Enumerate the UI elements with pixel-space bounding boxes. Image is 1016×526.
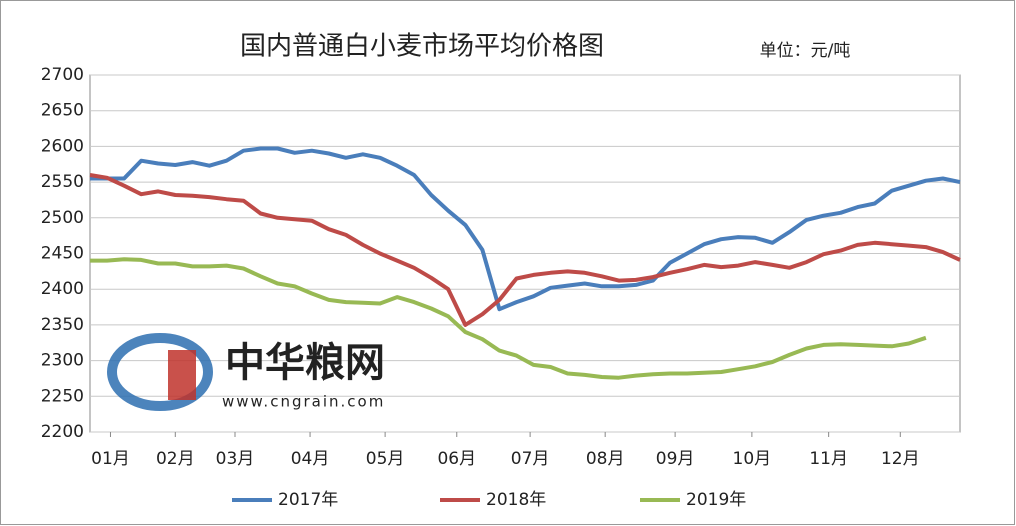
x-tick-label: 08月 (586, 449, 625, 469)
x-tick-label: 03月 (216, 449, 255, 469)
x-tick-label: 01月 (91, 449, 130, 469)
legend-label: 2018年 (486, 490, 546, 510)
y-tick-label: 2700 (41, 65, 84, 85)
y-tick-label: 2200 (41, 422, 84, 442)
y-tick-label: 2400 (41, 279, 84, 299)
unit-label: 单位：元/吨 (760, 41, 851, 61)
y-tick-label: 2300 (41, 351, 84, 371)
x-tick-label: 10月 (733, 449, 772, 469)
x-tick-label: 04月 (291, 449, 330, 469)
x-tick-label: 11月 (809, 449, 848, 469)
y-tick-label: 2250 (41, 386, 84, 406)
x-tick-label: 07月 (511, 449, 550, 469)
x-tick-label: 05月 (366, 449, 405, 469)
legend-label: 2019年 (686, 490, 746, 510)
legend-label: 2017年 (278, 490, 338, 510)
x-tick-label: 06月 (437, 449, 476, 469)
watermark-logo-bar (168, 350, 196, 400)
x-tick-label: 09月 (656, 449, 695, 469)
x-tick-label: 02月 (156, 449, 195, 469)
watermark-logo (107, 333, 213, 411)
series-line (90, 146, 961, 312)
series-line (90, 257, 927, 380)
x-tick-label: 12月 (881, 449, 920, 469)
watermark-url: www.cngrain.com (222, 393, 385, 411)
y-tick-label: 2500 (41, 208, 84, 228)
y-tick-label: 2600 (41, 136, 84, 156)
y-tick-label: 2450 (41, 244, 84, 264)
chart-title: 国内普通白小麦市场平均价格图 (240, 32, 604, 62)
series-line (89, 173, 961, 327)
y-tick-label: 2550 (41, 172, 84, 192)
y-tick-label: 2650 (41, 101, 84, 121)
watermark: 中华粮网 (225, 340, 385, 386)
y-tick-label: 2350 (41, 315, 84, 335)
